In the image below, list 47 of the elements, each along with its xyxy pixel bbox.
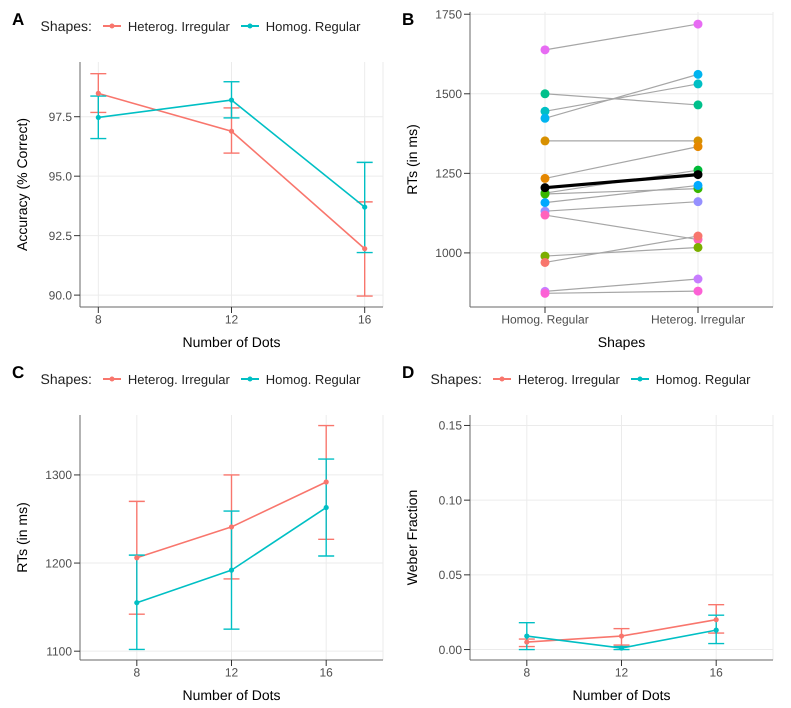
x-tick-label: 16: [710, 666, 724, 680]
x-tick-label: Heterog. Irregular: [650, 312, 746, 327]
y-tick-label: 95.0: [48, 169, 72, 184]
y-tick-label: 1500: [435, 87, 462, 102]
y-tick-label: 1750: [435, 7, 462, 22]
x-axis-title: Number of Dots: [572, 687, 671, 703]
y-tick-label: 90.0: [48, 288, 72, 302]
y-tick-label: 0.05: [438, 568, 462, 582]
legend-label: Heterog. Irregular: [128, 372, 230, 386]
y-axis-title: RTs (in ms): [14, 502, 30, 573]
x-tick-label: 12: [614, 666, 628, 680]
legend-title: Shapes:: [430, 371, 482, 387]
legend-label: Heterog. Irregular: [518, 372, 620, 386]
legend-label: Homog. Regular: [656, 372, 750, 386]
legend-label: Heterog. Irregular: [128, 18, 230, 34]
x-tick-label: 8: [94, 312, 102, 327]
y-tick-label: 0.10: [438, 493, 462, 508]
legend-label: Homog. Regular: [266, 18, 360, 34]
y-tick-label: 1300: [45, 468, 72, 482]
y-tick-label: 1000: [435, 246, 462, 260]
legend-title: Shapes:: [40, 371, 92, 387]
y-tick-label: 1100: [46, 644, 72, 658]
x-axis-title: Shapes: [598, 334, 646, 350]
y-axis-title: RTs (in ms): [404, 124, 420, 195]
x-tick-label: 12: [224, 666, 238, 680]
y-tick-label: 0.00: [438, 642, 462, 657]
x-axis-title: Number of Dots: [182, 687, 281, 703]
chart-title: C: [12, 363, 24, 383]
x-tick-label: Homog. Regular: [501, 312, 589, 327]
x-tick-label: 16: [358, 312, 372, 327]
chart-title: B: [402, 10, 414, 30]
x-tick-label: 16: [320, 666, 334, 680]
y-tick-label: 0.15: [438, 418, 462, 433]
legend-title: Shapes:: [40, 18, 92, 34]
x-tick-label: 8: [523, 666, 530, 680]
y-tick-label: 1250: [435, 166, 462, 181]
y-tick-label: 1200: [45, 556, 72, 570]
x-axis-title: Number of Dots: [182, 334, 281, 350]
x-tick-label: 8: [133, 666, 140, 680]
legend-label: Homog. Regular: [266, 372, 360, 386]
y-axis-title: Weber Fraction: [404, 490, 420, 586]
x-tick-label: 12: [224, 312, 238, 327]
chart-title: A: [12, 10, 24, 30]
y-axis-title: Accuracy (% Correct): [14, 118, 30, 252]
y-tick-label: 92.5: [48, 228, 72, 243]
y-tick-label: 97.5: [48, 110, 72, 124]
chart-title: D: [402, 363, 414, 383]
